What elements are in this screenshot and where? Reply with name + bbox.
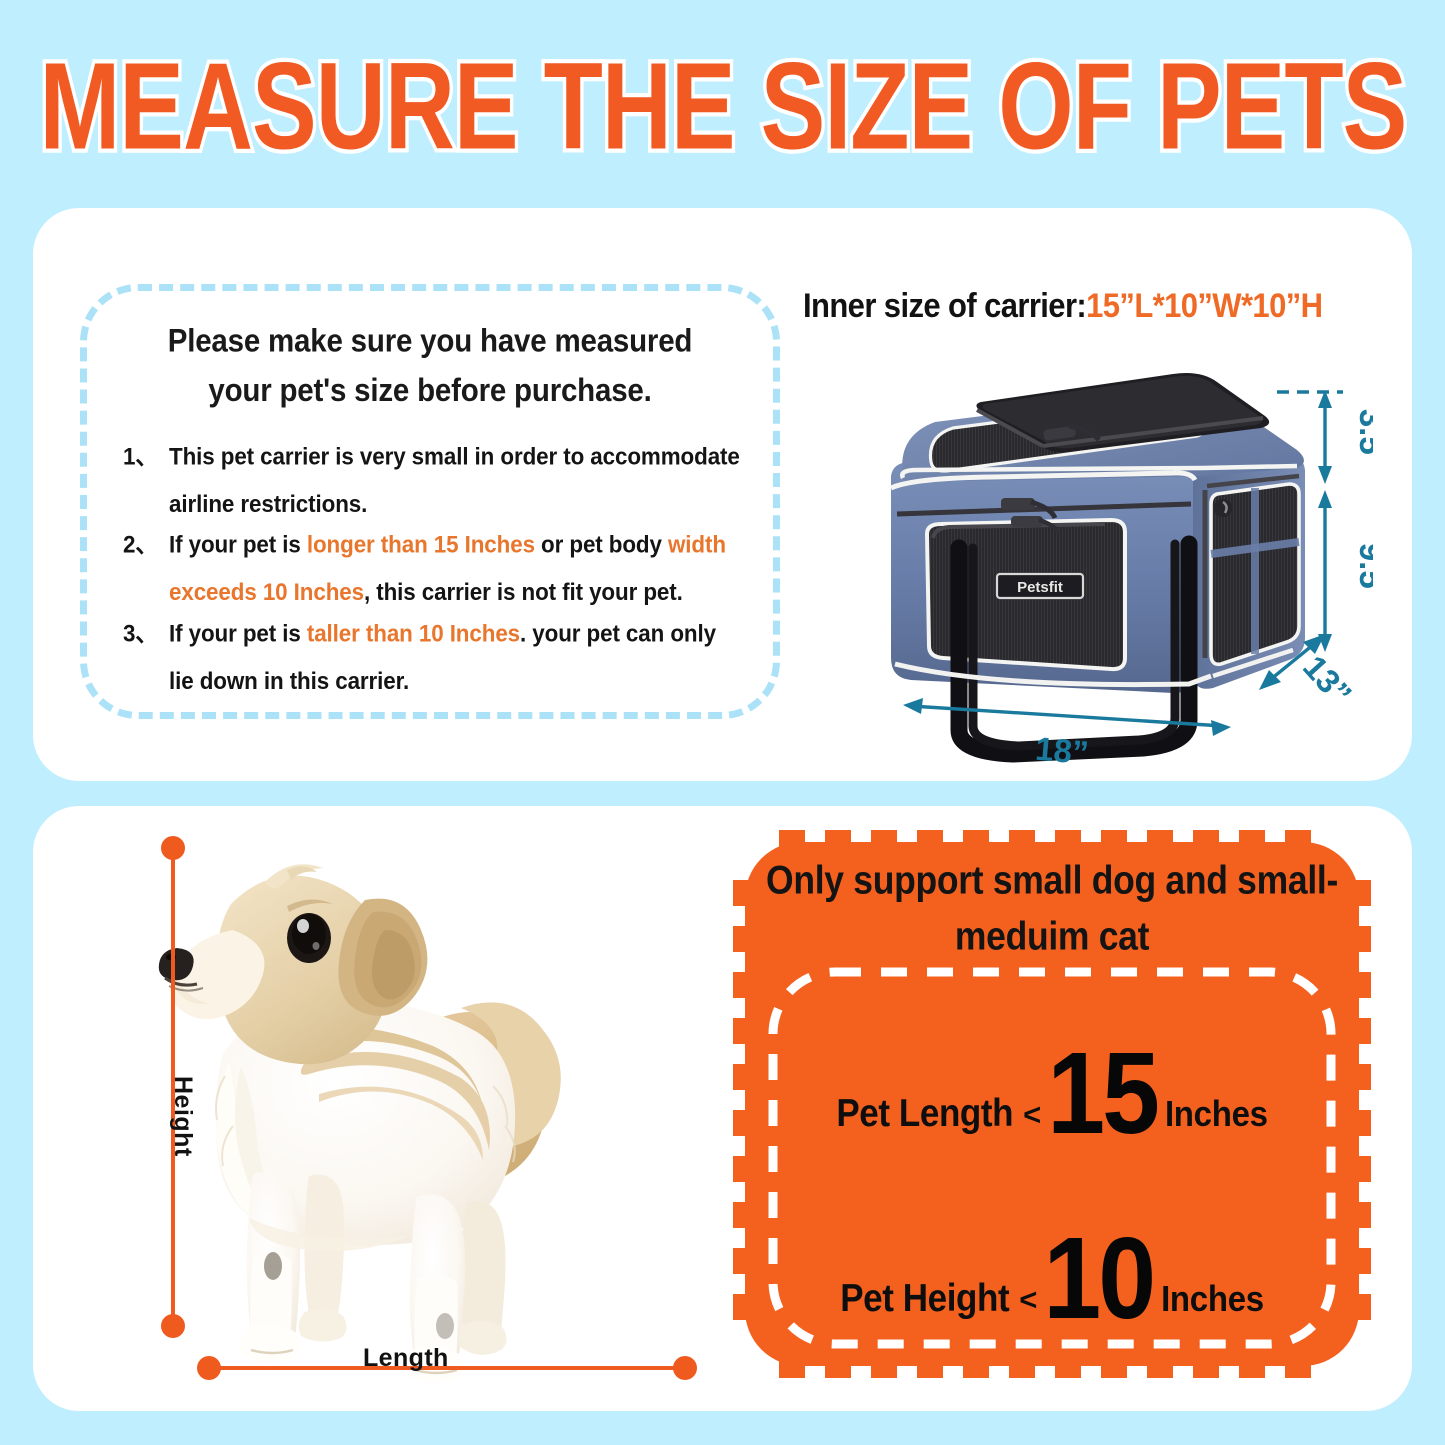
callout-row-number: 15 [1047, 1028, 1160, 1159]
list-item-text: This pet carrier is very small in order … [169, 442, 740, 518]
brand-label-text: Petsfit [1017, 579, 1063, 596]
instructions-list: 1、 This pet carrier is very small in ord… [113, 433, 747, 699]
measurement-guides [161, 836, 697, 1380]
height-endpoint-bottom [161, 1314, 185, 1338]
dimension-label-height-body: 9.5” [1353, 543, 1373, 605]
dimension-label-height-top: 3.5” [1353, 409, 1373, 471]
brand-label: Petsfit [995, 572, 1085, 600]
callout-background [733, 830, 1371, 1378]
dog-illustration [158, 836, 697, 1383]
height-label: Height [169, 1076, 197, 1157]
callout-row-unit: Inches [1164, 1093, 1268, 1134]
zipper-pull-top [1043, 423, 1101, 442]
callout-row-operator: < [1023, 1097, 1042, 1132]
list-item: 2、 If your pet is longer than 15 Inches … [123, 521, 741, 617]
carrier-size-label: Inner size of carrier: [803, 286, 1087, 325]
bottom-card: Height Length [33, 806, 1412, 1411]
callout-inner-dashed-border [768, 967, 1336, 1349]
list-item-text: If your pet is longer than 15 Inches or … [169, 531, 726, 607]
list-item: 3、 If your pet is taller than 10 Inches.… [123, 610, 741, 706]
length-endpoint-right [673, 1356, 697, 1380]
dimension-annotations [903, 390, 1343, 736]
callout-row-length: Pet Length < 15 Inches [727, 1036, 1377, 1153]
list-item-number: 2、 [123, 531, 158, 559]
page-title: MEASURE THE SIZE OF PETS [36, 34, 1411, 179]
callout-heading: Only support small dog and small- meduim… [766, 857, 1338, 959]
top-card: Please make sure you have measured your … [33, 208, 1412, 781]
pet-carrier-illustration: Petsfit [889, 373, 1390, 771]
stamp-notches-left [733, 880, 751, 1320]
callout-row-height: Pet Height < 10 Inches [727, 1221, 1377, 1338]
list-item: 1、 This pet carrier is very small in ord… [123, 433, 741, 529]
callout-row-label: Pet Height [840, 1277, 1010, 1320]
list-item-text: If your pet is taller than 10 Inches. yo… [169, 619, 716, 695]
list-item-number: 1、 [123, 442, 158, 470]
length-endpoint-left [197, 1356, 221, 1380]
carrier-figure: Petsfit [873, 358, 1390, 778]
length-label: Length [363, 1344, 449, 1372]
callout-row-label: Pet Length [836, 1092, 1014, 1135]
callout-row-number: 10 [1043, 1213, 1156, 1344]
highlight-phrase: width exceeds 10 Inches [169, 531, 726, 607]
highlight-phrase: longer than 15 Inches [306, 531, 535, 559]
highlight-phrase: taller than 10 Inches [306, 619, 521, 647]
stamp-notches-top [779, 830, 1311, 848]
carrier-size-dimensions: 15”L*10”W*10”H [1086, 286, 1323, 325]
callout-row-operator: < [1019, 1282, 1038, 1317]
instructions-heading: Please make sure you have measured your … [167, 322, 693, 409]
size-limit-callout: Only support small dog and small- meduim… [727, 824, 1377, 1384]
callout-row-unit: Inches [1161, 1278, 1264, 1319]
dimension-label-depth: 13” [1296, 648, 1359, 712]
callout-rows: Pet Length < 15 Inches Pet Height < 10 I… [727, 999, 1377, 1369]
dimension-label-width: 18” [1034, 730, 1090, 771]
stamp-notches-right [1353, 880, 1371, 1320]
instructions-panel: Please make sure you have measured your … [80, 284, 780, 719]
zipper-pull-door [1011, 516, 1062, 535]
height-endpoint-top [161, 836, 185, 860]
zipper-pull-body [1001, 498, 1058, 520]
list-item-number: 3、 [123, 619, 158, 647]
stamp-notches-bottom [779, 1360, 1311, 1378]
title-bar: MEASURE THE SIZE OF PETS [0, 34, 1445, 179]
carrier-size-caption: Inner size of carrier:15”L*10”W*10”H [803, 286, 1403, 326]
dog-figure: Height Length [73, 826, 723, 1396]
